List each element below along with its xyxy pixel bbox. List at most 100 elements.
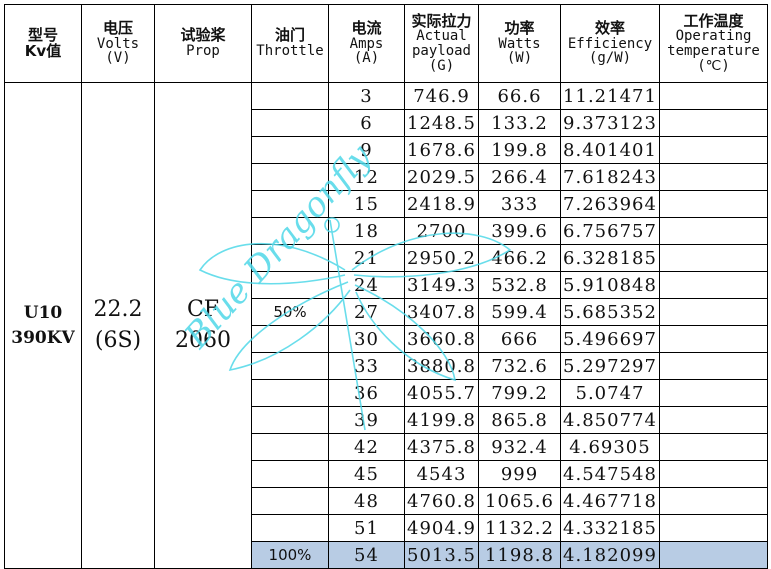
efficiency-cell[interactable]: 6.756757 bbox=[560, 217, 660, 245]
efficiency-cell[interactable]: 4.332185 bbox=[560, 514, 660, 542]
watts-cell[interactable]: 865.8 bbox=[478, 406, 561, 434]
amps-cell[interactable]: 3 bbox=[328, 82, 405, 110]
temperature-cell[interactable] bbox=[659, 352, 768, 380]
throttle-cell[interactable] bbox=[251, 379, 329, 407]
watts-cell[interactable]: 1065.6 bbox=[478, 487, 561, 515]
temperature-cell[interactable] bbox=[659, 433, 768, 461]
watts-cell[interactable]: 532.8 bbox=[478, 271, 561, 299]
efficiency-cell[interactable]: 6.328185 bbox=[560, 244, 660, 272]
payload-cell[interactable]: 2700 bbox=[404, 217, 479, 245]
watts-cell[interactable]: 333 bbox=[478, 190, 561, 218]
payload-cell[interactable]: 4055.7 bbox=[404, 379, 479, 407]
temperature-cell[interactable] bbox=[659, 298, 768, 326]
throttle-cell[interactable] bbox=[251, 271, 329, 299]
efficiency-cell[interactable]: 9.373123 bbox=[560, 109, 660, 137]
payload-cell[interactable]: 1248.5 bbox=[404, 109, 479, 137]
model-cell[interactable]: U10 390KV bbox=[4, 82, 82, 569]
watts-cell[interactable]: 1132.2 bbox=[478, 514, 561, 542]
throttle-cell[interactable] bbox=[251, 352, 329, 380]
header-voltage[interactable]: 电压 Volts (V) bbox=[81, 4, 155, 83]
watts-cell[interactable]: 599.4 bbox=[478, 298, 561, 326]
watts-cell[interactable]: 932.4 bbox=[478, 433, 561, 461]
efficiency-cell[interactable]: 5.910848 bbox=[560, 271, 660, 299]
throttle-cell[interactable] bbox=[251, 325, 329, 353]
efficiency-cell[interactable]: 5.496697 bbox=[560, 325, 660, 353]
payload-cell[interactable]: 2029.5 bbox=[404, 163, 479, 191]
payload-cell[interactable]: 3880.8 bbox=[404, 352, 479, 380]
watts-cell[interactable]: 466.2 bbox=[478, 244, 561, 272]
amps-cell[interactable]: 18 bbox=[328, 217, 405, 245]
header-current[interactable]: 电流 Amps (A) bbox=[328, 4, 405, 83]
throttle-cell[interactable] bbox=[251, 460, 329, 488]
temperature-cell[interactable] bbox=[659, 487, 768, 515]
temperature-cell[interactable] bbox=[659, 244, 768, 272]
temperature-cell[interactable] bbox=[659, 82, 768, 110]
amps-cell[interactable]: 42 bbox=[328, 433, 405, 461]
amps-cell[interactable]: 39 bbox=[328, 406, 405, 434]
temperature-cell[interactable] bbox=[659, 190, 768, 218]
watts-cell[interactable]: 66.6 bbox=[478, 82, 561, 110]
watts-cell[interactable]: 266.4 bbox=[478, 163, 561, 191]
throttle-cell[interactable] bbox=[251, 163, 329, 191]
efficiency-cell[interactable]: 4.69305 bbox=[560, 433, 660, 461]
efficiency-cell[interactable]: 8.401401 bbox=[560, 136, 660, 164]
payload-cell[interactable]: 3407.8 bbox=[404, 298, 479, 326]
temperature-cell[interactable] bbox=[659, 217, 768, 245]
header-temperature[interactable]: 工作温度 Operating temperature (℃) bbox=[659, 4, 768, 83]
amps-cell[interactable]: 30 bbox=[328, 325, 405, 353]
throttle-cell[interactable] bbox=[251, 217, 329, 245]
amps-cell[interactable]: 27 bbox=[328, 298, 405, 326]
efficiency-cell[interactable]: 4.182099 bbox=[560, 541, 660, 569]
throttle-cell[interactable] bbox=[251, 406, 329, 434]
temperature-cell[interactable] bbox=[659, 136, 768, 164]
payload-cell[interactable]: 5013.5 bbox=[404, 541, 479, 569]
payload-cell[interactable]: 4904.9 bbox=[404, 514, 479, 542]
throttle-cell[interactable]: 100% bbox=[251, 541, 329, 569]
efficiency-cell[interactable]: 7.618243 bbox=[560, 163, 660, 191]
temperature-cell[interactable] bbox=[659, 271, 768, 299]
amps-cell[interactable]: 15 bbox=[328, 190, 405, 218]
throttle-cell[interactable] bbox=[251, 190, 329, 218]
temperature-cell[interactable] bbox=[659, 406, 768, 434]
temperature-cell[interactable] bbox=[659, 460, 768, 488]
header-power[interactable]: 功率 Watts (W) bbox=[478, 4, 561, 83]
throttle-cell[interactable] bbox=[251, 514, 329, 542]
watts-cell[interactable]: 199.8 bbox=[478, 136, 561, 164]
throttle-cell[interactable] bbox=[251, 244, 329, 272]
payload-cell[interactable]: 4199.8 bbox=[404, 406, 479, 434]
payload-cell[interactable]: 4543 bbox=[404, 460, 479, 488]
efficiency-cell[interactable]: 4.467718 bbox=[560, 487, 660, 515]
prop-cell[interactable]: CF 2060 bbox=[154, 82, 252, 569]
header-throttle[interactable]: 油门 Throttle bbox=[251, 4, 329, 83]
efficiency-cell[interactable]: 4.850774 bbox=[560, 406, 660, 434]
payload-cell[interactable]: 4375.8 bbox=[404, 433, 479, 461]
throttle-cell[interactable] bbox=[251, 136, 329, 164]
throttle-cell[interactable] bbox=[251, 487, 329, 515]
efficiency-cell[interactable]: 7.263964 bbox=[560, 190, 660, 218]
amps-cell[interactable]: 36 bbox=[328, 379, 405, 407]
payload-cell[interactable]: 1678.6 bbox=[404, 136, 479, 164]
amps-cell[interactable]: 12 bbox=[328, 163, 405, 191]
efficiency-cell[interactable]: 5.297297 bbox=[560, 352, 660, 380]
amps-cell[interactable]: 6 bbox=[328, 109, 405, 137]
header-efficiency[interactable]: 效率 Efficiency (g/W) bbox=[560, 4, 660, 83]
voltage-cell[interactable]: 22.2 (6S) bbox=[81, 82, 155, 569]
header-thrust[interactable]: 实际拉力 Actual payload (G) bbox=[404, 4, 479, 83]
payload-cell[interactable]: 4760.8 bbox=[404, 487, 479, 515]
watts-cell[interactable]: 1198.8 bbox=[478, 541, 561, 569]
header-prop[interactable]: 试验桨 Prop bbox=[154, 4, 252, 83]
payload-cell[interactable]: 746.9 bbox=[404, 82, 479, 110]
watts-cell[interactable]: 399.6 bbox=[478, 217, 561, 245]
payload-cell[interactable]: 2950.2 bbox=[404, 244, 479, 272]
temperature-cell[interactable] bbox=[659, 514, 768, 542]
amps-cell[interactable]: 45 bbox=[328, 460, 405, 488]
amps-cell[interactable]: 33 bbox=[328, 352, 405, 380]
amps-cell[interactable]: 24 bbox=[328, 271, 405, 299]
temperature-cell[interactable] bbox=[659, 325, 768, 353]
amps-cell[interactable]: 54 bbox=[328, 541, 405, 569]
efficiency-cell[interactable]: 11.21471 bbox=[560, 82, 660, 110]
throttle-cell[interactable]: 50% bbox=[251, 298, 329, 326]
amps-cell[interactable]: 51 bbox=[328, 514, 405, 542]
throttle-cell[interactable] bbox=[251, 433, 329, 461]
throttle-cell[interactable] bbox=[251, 109, 329, 137]
